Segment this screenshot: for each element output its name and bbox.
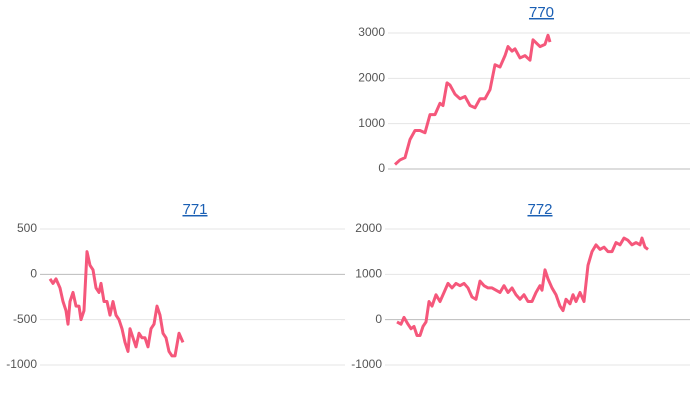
y-tick-label: 0: [375, 312, 382, 326]
chart-title[interactable]: 770: [529, 4, 554, 21]
data-line: [48, 250, 185, 358]
chart-title[interactable]: 772: [527, 201, 552, 218]
chart-title[interactable]: 771: [182, 201, 207, 218]
y-tick-label: -500: [13, 312, 37, 326]
data-line: [396, 236, 649, 338]
y-tick-label: 2000: [358, 71, 385, 85]
data-line: [393, 33, 552, 166]
y-tick-label: 3000: [358, 25, 385, 39]
y-tick-label: -1000: [351, 357, 382, 371]
y-tick-label: 1000: [355, 267, 382, 281]
y-tick-label: -1000: [6, 357, 37, 371]
y-tick-label: 2000: [355, 221, 382, 235]
y-tick-label: 0: [378, 161, 385, 175]
y-tick-label: 500: [17, 221, 37, 235]
y-tick-label: 0: [30, 267, 37, 281]
y-tick-label: 1000: [358, 116, 385, 130]
